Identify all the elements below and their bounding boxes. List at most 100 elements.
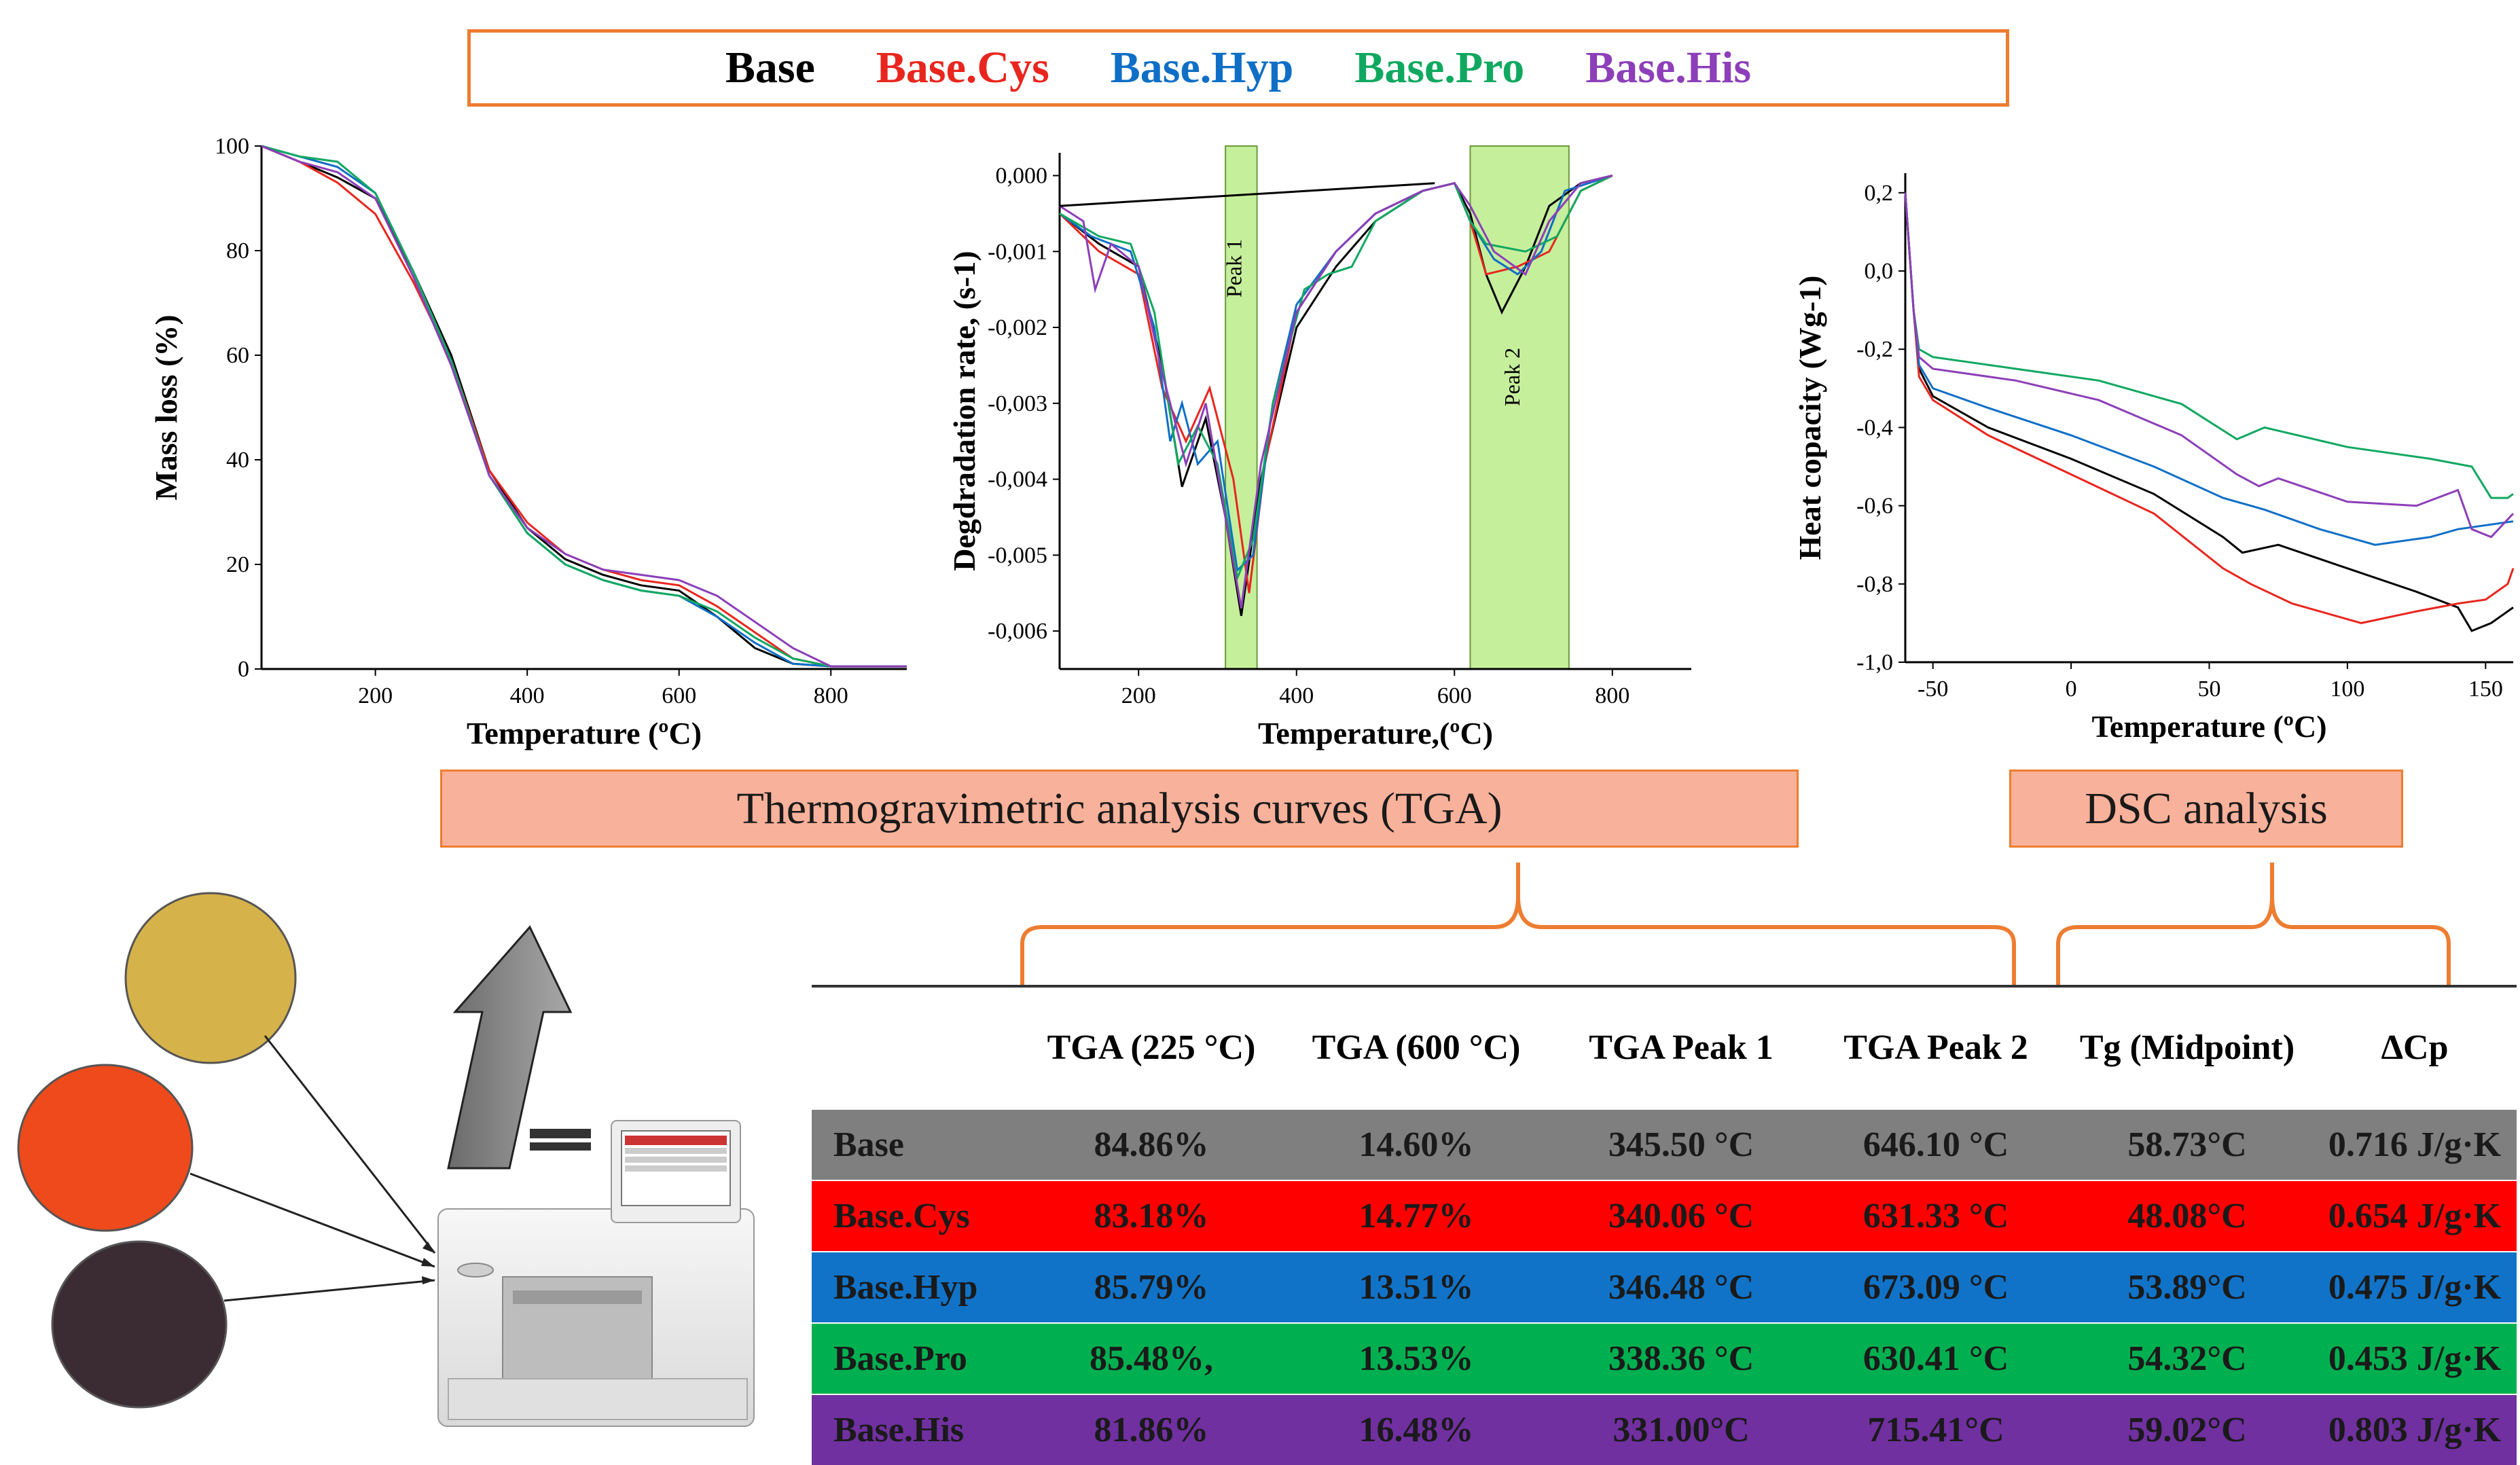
series-line-baseline xyxy=(1059,182,1435,207)
table-cell-sample: Base.His xyxy=(833,1411,965,1449)
results-table: TGA (225 °C) TGA (600 °C) TGA Peak 1 TGA… xyxy=(812,985,2517,1465)
table-cell-value: 646.10 °C xyxy=(1862,1125,2009,1164)
series-line-base-cys xyxy=(1904,192,2515,624)
series-line-base-his xyxy=(261,145,907,668)
y-tick-label: -0,6 xyxy=(1856,494,1893,519)
series-line-base-pro xyxy=(1904,192,2514,499)
dsc-section-label: DSC analysis xyxy=(2009,770,2403,848)
y-tick-label: -1,0 xyxy=(1856,650,1893,675)
y-axis-label: Mass loss (%) xyxy=(149,314,183,500)
table-cell-value: 631.33 °C xyxy=(1862,1197,2009,1235)
series-line-base-his xyxy=(1059,175,1613,609)
legend: Base Base.Cys Base.Hyp Base.Pro Base.His xyxy=(467,29,2009,107)
x-tick-label: 200 xyxy=(358,683,393,708)
table-cell-value: 53.89°C xyxy=(2127,1268,2247,1307)
table-cell-value: 715.41°C xyxy=(1867,1411,2004,1449)
tga-section-label: Thermogravimetric analysis curves (TGA) xyxy=(440,770,1799,848)
y-tick-label: -0,005 xyxy=(988,543,1047,568)
legend-base-his: Base.His xyxy=(1585,43,1752,92)
table-cell-value: 673.09 °C xyxy=(1862,1268,2009,1307)
y-tick-label: -0,001 xyxy=(988,239,1047,264)
table-cell-value: 13.53% xyxy=(1358,1339,1474,1378)
table-row: Base 84.86% 14.60% 345.50 °C 646.10 °C 58.73°… xyxy=(812,1108,2517,1180)
header-delta-cp: ΔCp xyxy=(2381,1028,2449,1068)
table-cell-value: 85.79% xyxy=(1094,1268,1209,1307)
table-row: Base.His 81.86% 16.48% 331.00°C 715.41°C 59.0… xyxy=(812,1394,2517,1465)
table-cell-value: 0.716 J/g·K xyxy=(2328,1125,2502,1164)
x-tick-label: 400 xyxy=(510,683,545,708)
sample-cys-image xyxy=(17,1064,194,1232)
series-line-base-hyp xyxy=(261,145,907,668)
legend-base-pro: Base.Pro xyxy=(1354,43,1525,92)
y-tick-label: 40 xyxy=(226,448,249,473)
table-cell-value: 340.06 °C xyxy=(1608,1197,1754,1235)
series-line-base-cys xyxy=(261,145,907,668)
table-cell-value: 59.02°C xyxy=(2127,1411,2247,1449)
x-tick-label: 800 xyxy=(814,683,848,708)
table-cell-value: 346.48 °C xyxy=(1608,1268,1754,1307)
table-cell-sample: Base.Hyp xyxy=(833,1268,978,1307)
table-header-row: TGA (225 °C) TGA (600 °C) TGA Peak 1 TGA… xyxy=(812,985,2517,1108)
header-tg-midpoint: Tg (Midpoint) xyxy=(2079,1028,2295,1068)
legend-base-hyp: Base.Hyp xyxy=(1110,43,1294,92)
header-tga-peak-2: TGA Peak 2 xyxy=(1843,1028,2028,1068)
table-cell-value: 331.00°C xyxy=(1613,1411,1750,1449)
x-tick-label: 0 xyxy=(2066,676,2077,702)
annotation-peak-2: Peak 2 xyxy=(1500,348,1524,406)
table-cell-value: 16.48% xyxy=(1358,1411,1474,1449)
y-tick-label: 0,000 xyxy=(996,164,1048,189)
braces xyxy=(1020,863,2451,985)
y-tick-label: -0,4 xyxy=(1856,415,1893,440)
x-tick-label: 50 xyxy=(2198,676,2221,702)
table-row: Base.Cys 83.18% 14.77% 340.06 °C 631.33 °C 48… xyxy=(812,1180,2517,1251)
x-tick-label: 150 xyxy=(2468,676,2503,702)
table-cell-value: 85.48%, xyxy=(1090,1339,1213,1378)
table-cell-value: 0.654 J/g·K xyxy=(2328,1197,2502,1235)
dsc-brace xyxy=(2056,863,2451,985)
table-cell-value: 0.803 J/g·K xyxy=(2328,1411,2502,1449)
x-axis-label: Temperature (ºC) xyxy=(2091,709,2326,744)
table-cell-sample: Base xyxy=(833,1125,904,1164)
tga-brace xyxy=(1020,863,2016,985)
y-tick-label: 100 xyxy=(215,134,249,159)
y-tick-label: -0,006 xyxy=(988,619,1047,644)
tga-mass-loss-chart: 200 400 600 800 0 20 40 60 80 100 Temperature (ºC)… xyxy=(149,134,907,750)
y-tick-label: 0,0 xyxy=(1865,259,1894,284)
y-tick-label: 0 xyxy=(238,657,249,682)
table-cell-sample: Base.Cys xyxy=(833,1197,970,1235)
highlight-band xyxy=(1469,145,1570,670)
table-cell-value: 338.36 °C xyxy=(1608,1339,1754,1378)
sample-base-image xyxy=(124,892,297,1064)
sample-his-image xyxy=(51,1240,228,1409)
y-tick-label: 20 xyxy=(226,552,249,577)
x-tick-label: 400 xyxy=(1279,683,1314,708)
y-axis-label: Heat copacity (Wg-1) xyxy=(1793,276,1827,560)
series-line-base xyxy=(1904,192,2514,632)
x-axis-label: Temperature,(ºC) xyxy=(1258,716,1493,750)
tga-instrument-image xyxy=(437,1120,755,1427)
series-line-base-hyp xyxy=(1904,192,2514,546)
y-tick-label: -0,003 xyxy=(988,391,1047,416)
degradation-rate-chart: 200 400 600 800 0,000 -0,001 -0,002 -0,003 -0,00… xyxy=(947,145,1691,750)
table-cell-value: 58.73°C xyxy=(2127,1125,2247,1164)
series-line-base-his xyxy=(1904,192,2515,539)
table-cell-value: 14.60% xyxy=(1358,1125,1474,1164)
table-cell-value: 0.475 J/g·K xyxy=(2328,1268,2502,1307)
table-cell-value: 83.18% xyxy=(1094,1197,1209,1235)
samples-and-instrument-illustration xyxy=(17,892,755,1427)
series-line-base-hyp xyxy=(1059,175,1613,573)
y-tick-label: 0,2 xyxy=(1865,181,1894,206)
legend-base: Base xyxy=(725,43,815,92)
annotation-peak-1: Peak 1 xyxy=(1221,239,1246,297)
table-cell-sample: Base.Pro xyxy=(833,1339,967,1378)
x-tick-label: -50 xyxy=(1918,676,1948,702)
table-cell-value: 630.41 °C xyxy=(1862,1339,2009,1378)
y-tick-label: -0,2 xyxy=(1856,337,1893,362)
table-row: Base.Hyp 85.79% 13.51% 346.48 °C 673.09 °C 53… xyxy=(812,1251,2517,1322)
legend-base-cys: Base.Cys xyxy=(876,43,1049,92)
y-tick-label: -0,004 xyxy=(988,467,1047,492)
table-cell-value: 13.51% xyxy=(1358,1268,1474,1307)
x-tick-label: 600 xyxy=(662,683,696,708)
header-tga-peak-1: TGA Peak 1 xyxy=(1589,1028,1774,1068)
series-line-base-pro xyxy=(261,145,907,668)
